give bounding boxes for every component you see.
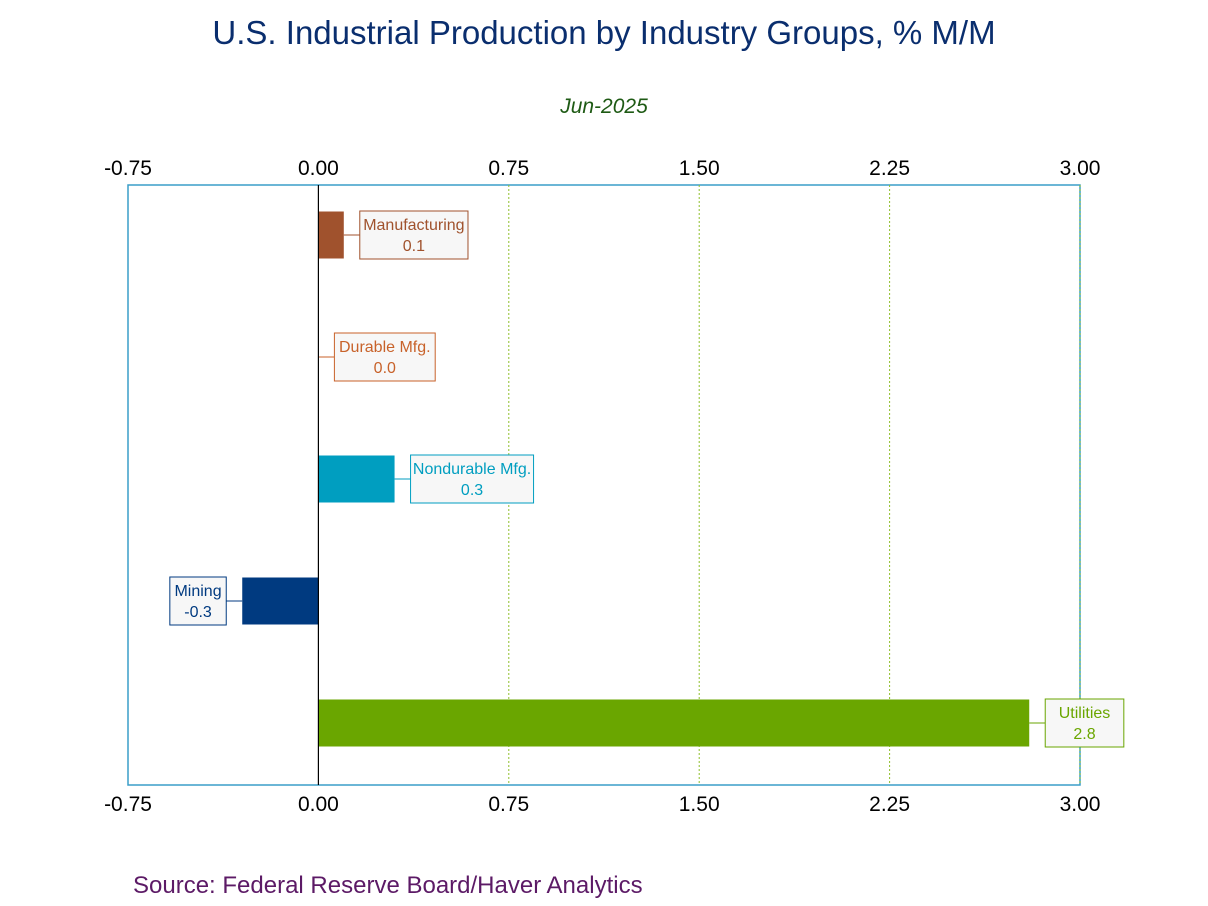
data-label: -0.3 [184,604,212,621]
plot-frame [127,184,1081,786]
x-tick-label-top: 2.25 [869,157,910,180]
x-tick-label-bottom: 1.50 [679,793,720,816]
x-tick-label-bottom: -0.75 [104,793,152,816]
chart-subtitle: Jun-2025 [560,95,648,118]
chart-title: U.S. Industrial Production by Industry G… [212,14,996,51]
data-label: 2.8 [1073,726,1095,743]
value-label-box [410,454,535,504]
bar [242,577,319,625]
category-label: Manufacturing [363,217,464,234]
source-note: Source: Federal Reserve Board/Haver Anal… [133,872,643,899]
value-label-box [169,576,227,626]
value-label-box [1044,698,1125,748]
x-tick-label-top: 1.50 [679,157,720,180]
bar [318,699,1030,747]
category-label: Utilities [1059,705,1111,722]
x-tick-label-top: 3.00 [1060,157,1101,180]
x-tick-label-top: 0.00 [298,157,339,180]
value-label-box [333,332,436,382]
data-label: 0.1 [403,238,425,255]
category-label: Mining [174,583,221,600]
category-label: Durable Mfg. [339,339,431,356]
x-tick-label-bottom: 0.75 [488,793,529,816]
x-tick-label-bottom: 3.00 [1060,793,1101,816]
x-tick-label-top: 0.75 [488,157,529,180]
category-label: Nondurable Mfg. [413,461,531,478]
x-tick-label-bottom: 2.25 [869,793,910,816]
data-label: 0.0 [374,360,396,377]
value-label-box [359,210,469,260]
data-label: 0.3 [461,482,483,499]
x-tick-label-bottom: 0.00 [298,793,339,816]
bar [318,211,344,259]
x-tick-label-top: -0.75 [104,157,152,180]
bar [318,455,395,503]
